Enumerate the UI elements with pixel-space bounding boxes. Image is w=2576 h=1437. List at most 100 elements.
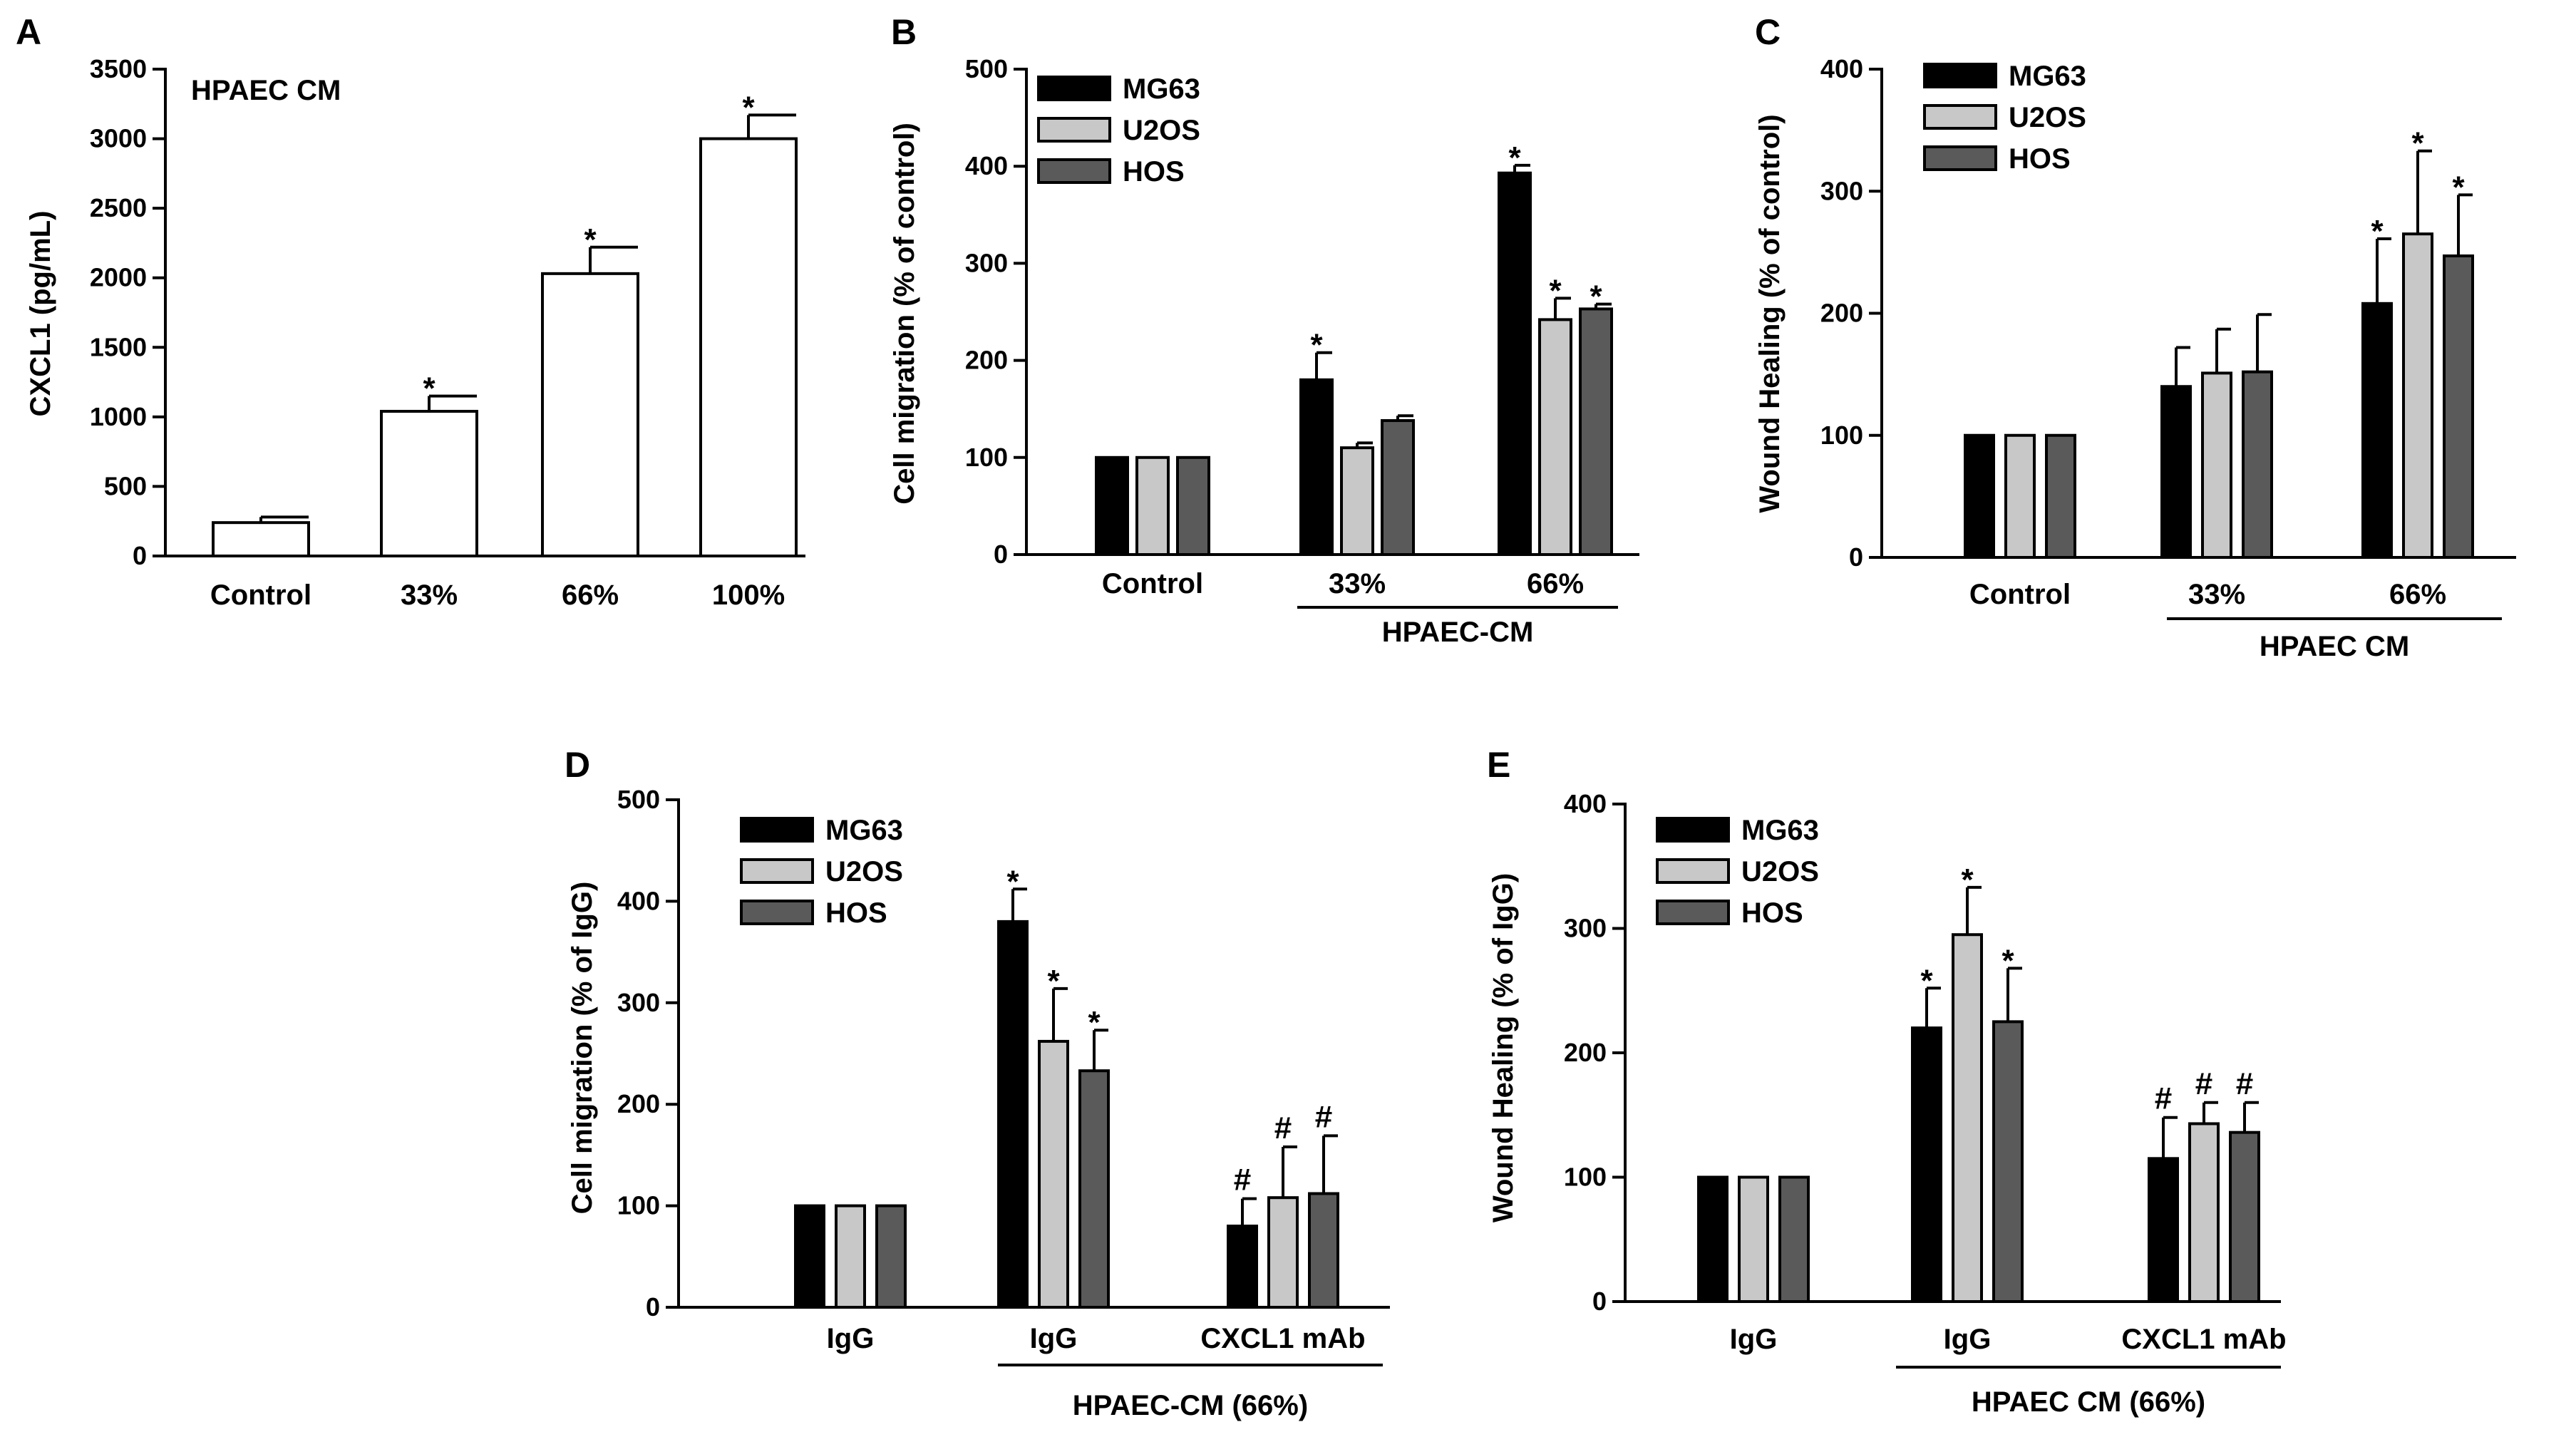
- x-category-label-A: 33%: [401, 580, 458, 611]
- significance-star-C: *: [2371, 214, 2384, 249]
- legend-swatch-C-mg63: [1923, 63, 1997, 88]
- bar-B-mg63-1: [1299, 378, 1334, 557]
- y-tick-label-B: 500: [965, 54, 1008, 83]
- y-tick-label-B: 400: [965, 151, 1008, 180]
- bar-E-mg63-1: [1911, 1026, 1942, 1303]
- significance-star-C: *: [2411, 126, 2424, 161]
- significance-star-C: *: [2452, 170, 2465, 205]
- y-tick-label-C: 400: [1820, 54, 1863, 83]
- bar-B-hos-1: [1381, 419, 1415, 556]
- x-category-label-C: 66%: [2389, 579, 2446, 610]
- bar-B-hos-0: [1176, 455, 1210, 556]
- bar-D-u2os-1: [1038, 1039, 1069, 1309]
- y-tick-label-D: 100: [617, 1191, 660, 1220]
- bar-E-hos-2: [2229, 1130, 2260, 1304]
- bar-E-u2os-1: [1952, 933, 1983, 1303]
- legend-label-C-mg63: MG63: [2009, 61, 2086, 92]
- y-tick-label-B: 100: [965, 443, 1008, 472]
- significance-star-D: *: [1088, 1005, 1101, 1040]
- panel-label-A: A: [16, 12, 41, 52]
- legend-label-D-mg63: MG63: [825, 815, 903, 846]
- x-category-label-D: CXCL1 mAb: [1200, 1323, 1365, 1354]
- group-label-B: HPAEC-CM: [1382, 617, 1534, 648]
- bar-E-u2os-0: [1738, 1175, 1769, 1303]
- legend-swatch-E-u2os: [1656, 858, 1730, 884]
- y-tick-label-C: 300: [1820, 176, 1863, 205]
- group-label-D: HPAEC-CM (66%): [1073, 1390, 1308, 1421]
- y-tick-label-E: 100: [1564, 1163, 1607, 1192]
- bar-A-cxcl1-0: [212, 521, 310, 557]
- bar-C-hos-1: [2242, 370, 2273, 559]
- panel-label-C: C: [1755, 12, 1781, 52]
- legend-label-B-hos: HOS: [1123, 156, 1185, 187]
- y-axis-title-D: Cell migration (% of IgG): [567, 882, 598, 1215]
- legend-label-B-u2os: U2OS: [1123, 115, 1200, 146]
- bar-C-u2os-1: [2201, 371, 2232, 559]
- x-category-label-A: Control: [210, 580, 311, 611]
- x-category-label-E: IgG: [1730, 1324, 1778, 1355]
- x-category-label-B: 66%: [1527, 568, 1584, 599]
- y-axis-title-C: Wound Healing (% of control): [1754, 114, 1786, 513]
- bar-A-cxcl1-2: [541, 272, 639, 557]
- y-tick-label-A: 2500: [90, 193, 147, 222]
- legend-label-E-hos: HOS: [1741, 897, 1803, 929]
- legend-swatch-B-hos: [1037, 158, 1111, 184]
- y-tick-label-A: 2000: [90, 263, 147, 292]
- bar-B-u2os-1: [1340, 446, 1374, 556]
- legend-swatch-D-hos: [740, 900, 814, 925]
- significance-star-E: *: [2001, 943, 2014, 978]
- bar-E-u2os-2: [2188, 1122, 2220, 1303]
- bar-C-u2os-2: [2402, 232, 2433, 559]
- significance-star-A: *: [584, 222, 597, 257]
- legend-swatch-B-mg63: [1037, 76, 1111, 101]
- y-tick-label-A: 0: [133, 541, 147, 570]
- y-tick-label-E: 200: [1564, 1038, 1607, 1067]
- y-tick-label-D: 500: [617, 785, 660, 814]
- legend-label-D-u2os: U2OS: [825, 856, 903, 887]
- x-category-label-C: 33%: [2188, 579, 2245, 610]
- bar-D-mg63-1: [997, 920, 1029, 1309]
- bar-E-mg63-0: [1697, 1175, 1729, 1303]
- significance-star-B: *: [1549, 273, 1562, 308]
- bar-D-mg63-0: [794, 1204, 825, 1309]
- y-tick-label-A: 1000: [90, 402, 147, 431]
- bar-B-u2os-2: [1538, 318, 1572, 556]
- x-category-label-E: CXCL1 mAb: [2121, 1324, 2286, 1355]
- bar-C-hos-2: [2443, 254, 2474, 559]
- y-tick-label-C: 0: [1849, 542, 1863, 572]
- panel-label-B: B: [891, 12, 917, 52]
- significance-hash-E: #: [2236, 1066, 2253, 1101]
- y-tick-label-E: 0: [1592, 1287, 1607, 1316]
- bar-A-cxcl1-1: [380, 410, 478, 558]
- bar-C-hos-0: [2045, 433, 2076, 559]
- y-tick-label-D: 400: [617, 886, 660, 915]
- legend-swatch-B-u2os: [1037, 117, 1111, 143]
- group-label-E: HPAEC CM (66%): [1972, 1386, 2205, 1418]
- significance-star-A: *: [742, 90, 755, 125]
- significance-star-D: *: [1047, 964, 1060, 999]
- bar-C-mg63-2: [2361, 302, 2393, 559]
- bar-E-hos-0: [1778, 1175, 1810, 1303]
- chart-title-A: HPAEC CM: [191, 75, 341, 106]
- x-category-label-D: IgG: [1030, 1323, 1078, 1354]
- panel-label-D: D: [565, 745, 590, 785]
- significance-star-B: *: [1508, 140, 1521, 175]
- y-tick-label-C: 100: [1820, 421, 1863, 450]
- group-label-C: HPAEC CM: [2260, 631, 2409, 662]
- y-tick-label-A: 500: [104, 471, 147, 500]
- y-tick-label-B: 200: [965, 346, 1008, 375]
- bar-D-hos-1: [1078, 1069, 1110, 1309]
- y-tick-label-A: 1500: [90, 332, 147, 361]
- y-tick-label-A: 3000: [90, 124, 147, 153]
- significance-star-B: *: [1310, 328, 1323, 363]
- significance-star-A: *: [423, 371, 436, 406]
- x-category-label-B: Control: [1102, 568, 1203, 599]
- bar-B-mg63-2: [1498, 171, 1532, 556]
- bar-D-u2os-0: [835, 1204, 866, 1309]
- bar-A-cxcl1-3: [699, 137, 798, 558]
- bar-C-mg63-1: [2160, 385, 2192, 559]
- y-tick-label-E: 400: [1564, 789, 1607, 818]
- legend-swatch-E-hos: [1656, 900, 1730, 925]
- x-category-label-A: 100%: [712, 580, 785, 611]
